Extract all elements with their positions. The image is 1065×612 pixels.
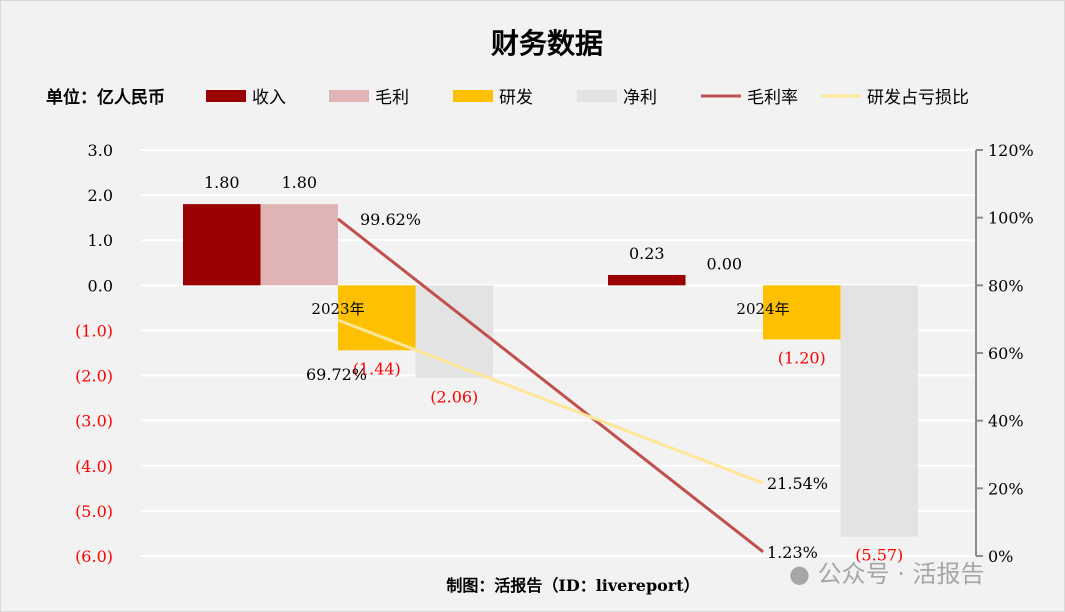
x-tick-label: 2024年 xyxy=(736,300,789,318)
y-left-tick: (2.0) xyxy=(75,367,113,386)
chart-title: 财务数据 xyxy=(491,27,603,60)
wechat-icon: ● xyxy=(789,560,810,588)
legend-swatch xyxy=(453,90,493,102)
y-left-tick: (4.0) xyxy=(75,457,113,476)
bar-收入-2023年 xyxy=(183,204,261,286)
y-right-tick: 100% xyxy=(988,209,1034,228)
bar-研发-2024年 xyxy=(763,285,841,340)
y-left-tick: 2.0 xyxy=(88,186,113,205)
legend-label: 毛利 xyxy=(375,88,409,108)
bar-毛利-2023年 xyxy=(260,204,338,286)
legend-label: 收入 xyxy=(252,88,286,108)
watermark: ● 公众号 · 活报告 xyxy=(789,554,984,589)
legend-label: 研发占亏损比 xyxy=(867,88,969,108)
y-left-tick: 0.0 xyxy=(88,276,113,295)
bar-data-label: 0.23 xyxy=(629,244,665,263)
y-left-tick: (1.0) xyxy=(75,321,113,340)
bar-data-label: (1.44) xyxy=(353,359,401,378)
line-data-label: 99.62% xyxy=(360,210,421,229)
y-left-tick: (5.0) xyxy=(75,502,113,521)
line-data-label: 1.23% xyxy=(767,543,818,562)
legend-label: 研发 xyxy=(499,88,533,108)
watermark-text: 公众号 · 活报告 xyxy=(817,560,985,588)
y-right-tick: 40% xyxy=(988,412,1024,431)
y-right-tick: 120% xyxy=(988,141,1034,160)
y-right-tick: 0% xyxy=(988,547,1013,566)
bar-研发-2023年 xyxy=(338,285,416,351)
y-right-tick: 60% xyxy=(988,344,1024,363)
y-right-tick: 20% xyxy=(988,479,1024,498)
y-left-tick: (6.0) xyxy=(75,547,113,566)
unit-label: 单位：亿人民币 xyxy=(46,87,165,108)
legend-swatch xyxy=(206,90,246,102)
bar-data-label: (2.06) xyxy=(430,387,478,406)
line-data-label: 21.54% xyxy=(767,474,828,493)
x-tick-label: 2023年 xyxy=(311,300,364,318)
bar-收入-2024年 xyxy=(608,274,686,286)
bar-data-label: 1.80 xyxy=(204,173,240,192)
legend-swatch xyxy=(329,90,369,102)
bar-data-label: (5.57) xyxy=(855,546,903,565)
bar-净利-2024年 xyxy=(840,285,918,537)
y-left-tick: 1.0 xyxy=(88,231,113,250)
y-left-tick: (3.0) xyxy=(75,412,113,431)
legend-swatch xyxy=(577,90,617,102)
line-毛利率 xyxy=(337,217,764,554)
legend-label: 净利 xyxy=(623,88,657,108)
line-data-label: 69.72% xyxy=(306,365,367,384)
line-研发占亏损比 xyxy=(337,318,764,485)
bar-data-label: 1.80 xyxy=(281,173,317,192)
y-right-tick: 80% xyxy=(988,276,1024,295)
bar-data-label: 0.00 xyxy=(706,254,742,273)
footer-credit: 制图：活报告（ID：livereport） xyxy=(446,576,699,595)
bar-data-label: (1.20) xyxy=(778,348,826,367)
y-left-tick: 3.0 xyxy=(88,141,113,160)
legend-label: 毛利率 xyxy=(747,88,798,108)
